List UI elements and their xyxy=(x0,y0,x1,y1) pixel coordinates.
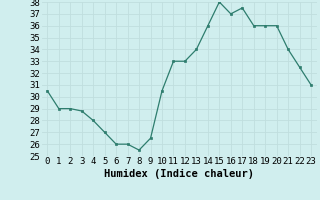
X-axis label: Humidex (Indice chaleur): Humidex (Indice chaleur) xyxy=(104,169,254,179)
